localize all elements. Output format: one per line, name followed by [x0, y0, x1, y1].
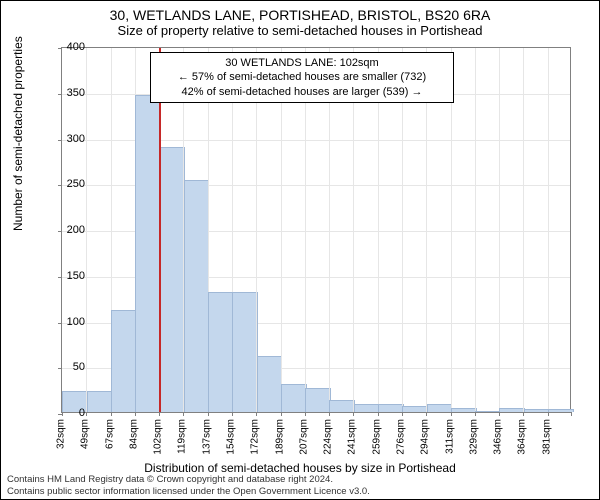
xtick-label: 241sqm [347, 419, 358, 455]
xtick-label: 137sqm [201, 419, 212, 455]
histogram-bar [111, 310, 137, 412]
chart-subtitle: Size of property relative to semi-detach… [1, 23, 599, 38]
xtick-label: 154sqm [226, 419, 237, 455]
annotation-line: ← 57% of semi-detached houses are smalle… [157, 70, 447, 84]
x-axis-label: Distribution of semi-detached houses by … [1, 461, 599, 475]
xtick-mark [183, 412, 184, 416]
histogram-bar [427, 404, 453, 412]
xtick-mark [86, 412, 87, 416]
annotation-line: 42% of semi-detached houses are larger (… [157, 85, 447, 99]
xtick-mark [451, 412, 452, 416]
histogram-bar [451, 408, 477, 412]
xtick-label: 364sqm [517, 419, 528, 455]
xtick-mark [571, 412, 572, 416]
histogram-bar [159, 147, 185, 412]
footer-line-1: Contains HM Land Registry data © Crown c… [7, 474, 370, 485]
gridline-v [499, 48, 500, 412]
xtick-label: 119sqm [177, 419, 188, 454]
chart-area: 30 WETLANDS LANE: 102sqm← 57% of semi-de… [61, 47, 571, 413]
xtick-mark [378, 412, 379, 416]
histogram-bar [208, 292, 234, 412]
xtick-label: 311sqm [444, 419, 455, 454]
xtick-mark [135, 412, 136, 416]
xtick-label: 172sqm [250, 419, 261, 455]
xtick-mark [208, 412, 209, 416]
xtick-label: 102sqm [153, 419, 164, 455]
xtick-label: 67sqm [104, 419, 115, 449]
xtick-label: 294sqm [420, 419, 431, 455]
xtick-mark [499, 412, 500, 416]
xtick-mark [232, 412, 233, 416]
xtick-mark [281, 412, 282, 416]
histogram-bar [257, 356, 283, 412]
xtick-mark [256, 412, 257, 416]
chart-title: 30, WETLANDS LANE, PORTISHEAD, BRISTOL, … [1, 7, 599, 23]
plot-region: 30 WETLANDS LANE: 102sqm← 57% of semi-de… [61, 47, 571, 413]
ytick-label: 50 [45, 361, 85, 373]
histogram-bar [232, 292, 258, 412]
histogram-bar [524, 409, 550, 412]
xtick-mark [159, 412, 160, 416]
histogram-bar [378, 404, 404, 412]
ytick-label: 0 [45, 407, 85, 419]
xtick-label: 49sqm [80, 419, 91, 449]
y-axis-label: Number of semi-detached properties [11, 36, 25, 231]
histogram-bar [354, 404, 380, 412]
annotation-box: 30 WETLANDS LANE: 102sqm← 57% of semi-de… [150, 52, 454, 103]
ytick-label: 250 [45, 178, 85, 190]
xtick-mark [111, 412, 112, 416]
xtick-mark [402, 412, 403, 416]
xtick-label: 189sqm [274, 419, 285, 455]
footer-line-2: Contains public sector information licen… [7, 486, 370, 497]
gridline-v [523, 48, 524, 412]
gridline-v [86, 48, 87, 412]
histogram-bar [305, 388, 331, 412]
xtick-label: 224sqm [323, 419, 334, 455]
xtick-label: 207sqm [298, 419, 309, 455]
ytick-label: 200 [45, 224, 85, 236]
histogram-bar [402, 406, 428, 412]
xtick-mark [475, 412, 476, 416]
ytick-label: 400 [45, 41, 85, 53]
xtick-mark [523, 412, 524, 416]
histogram-bar [281, 384, 307, 412]
xtick-label: 259sqm [371, 419, 382, 455]
histogram-bar [329, 400, 355, 412]
histogram-bar [184, 180, 210, 412]
ytick-label: 150 [45, 270, 85, 282]
xtick-mark [548, 412, 549, 416]
xtick-label: 276sqm [396, 419, 407, 455]
ytick-label: 350 [45, 87, 85, 99]
gridline-v [475, 48, 476, 412]
histogram-bar [548, 409, 574, 412]
histogram-bar [135, 95, 161, 412]
xtick-label: 32sqm [56, 419, 67, 449]
chart-container: 30, WETLANDS LANE, PORTISHEAD, BRISTOL, … [0, 0, 600, 500]
xtick-mark [329, 412, 330, 416]
footer-attribution: Contains HM Land Registry data © Crown c… [7, 474, 370, 497]
annotation-line: 30 WETLANDS LANE: 102sqm [157, 56, 447, 70]
histogram-bar [499, 408, 525, 412]
histogram-bar [475, 411, 501, 412]
xtick-label: 84sqm [128, 419, 139, 449]
xtick-mark [426, 412, 427, 416]
xtick-label: 381sqm [541, 419, 552, 455]
ytick-label: 300 [45, 133, 85, 145]
xtick-mark [353, 412, 354, 416]
xtick-mark [305, 412, 306, 416]
gridline-v [548, 48, 549, 412]
histogram-bar [87, 391, 113, 412]
ytick-label: 100 [45, 316, 85, 328]
xtick-label: 329sqm [468, 419, 479, 455]
xtick-label: 346sqm [493, 419, 504, 455]
